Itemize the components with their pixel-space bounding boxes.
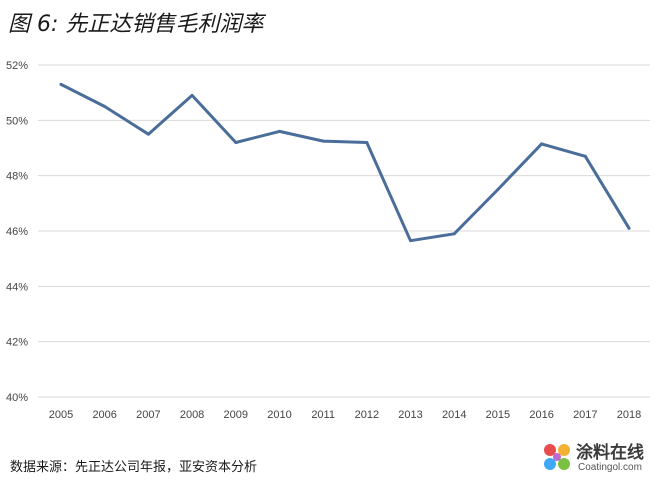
- x-tick-label-2007: 2007: [136, 409, 160, 421]
- data-point-2006: [103, 105, 107, 108]
- x-tick-label-2015: 2015: [486, 409, 510, 421]
- data-point-2014: [452, 232, 456, 236]
- y-tick-label: 48%: [6, 171, 28, 183]
- x-tick-label-2010: 2010: [267, 409, 291, 421]
- data-point-2017: [583, 154, 587, 158]
- x-tick-label-2018: 2018: [617, 409, 641, 421]
- x-tick-label-2009: 2009: [224, 409, 248, 421]
- data-point-2013: [409, 239, 413, 243]
- data-point-2018: [627, 226, 631, 230]
- chart-title: 图 6: 先正达销售毛利润率: [8, 12, 264, 37]
- x-tick-label-2016: 2016: [529, 409, 553, 421]
- watermark: 涂料在线 Coatingol.com: [540, 436, 656, 480]
- x-tick-label-2017: 2017: [573, 409, 597, 421]
- x-tick-label-2005: 2005: [49, 409, 73, 421]
- coatingol-logo-icon: [544, 444, 570, 470]
- data-point-2005: [59, 82, 63, 86]
- data-source-note: 数据来源：先正达公司年报，亚安资本分析: [10, 460, 258, 475]
- data-point-2015: [496, 188, 500, 191]
- data-point-2008: [190, 93, 194, 97]
- y-tick-label: 50%: [6, 115, 28, 127]
- y-tick-label: 40%: [6, 392, 28, 404]
- data-point-2016: [540, 142, 544, 146]
- data-point-2011: [321, 139, 325, 143]
- data-point-2010: [277, 129, 281, 133]
- watermark-name: 涂料在线: [576, 443, 644, 463]
- data-point-2009: [234, 140, 238, 144]
- x-tick-label-2013: 2013: [398, 409, 422, 421]
- watermark-url: Coatingol.com: [578, 462, 642, 473]
- y-tick-label: 44%: [6, 281, 28, 293]
- y-tick-label: 52%: [6, 60, 28, 72]
- data-point-2012: [365, 140, 369, 144]
- x-tick-label-2011: 2011: [311, 409, 335, 421]
- y-tick-label: 42%: [6, 337, 28, 349]
- x-tick-label-2014: 2014: [442, 409, 466, 421]
- x-tick-label-2008: 2008: [180, 409, 204, 421]
- data-point-2007: [146, 132, 150, 136]
- series-line-0: [59, 82, 631, 243]
- y-tick-label: 46%: [6, 226, 28, 238]
- x-tick-label-2012: 2012: [355, 409, 379, 421]
- x-tick-label-2006: 2006: [92, 409, 116, 421]
